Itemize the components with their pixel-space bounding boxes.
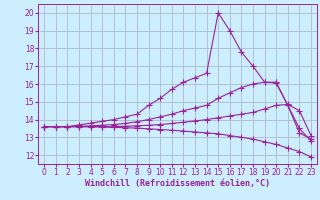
- X-axis label: Windchill (Refroidissement éolien,°C): Windchill (Refroidissement éolien,°C): [85, 179, 270, 188]
